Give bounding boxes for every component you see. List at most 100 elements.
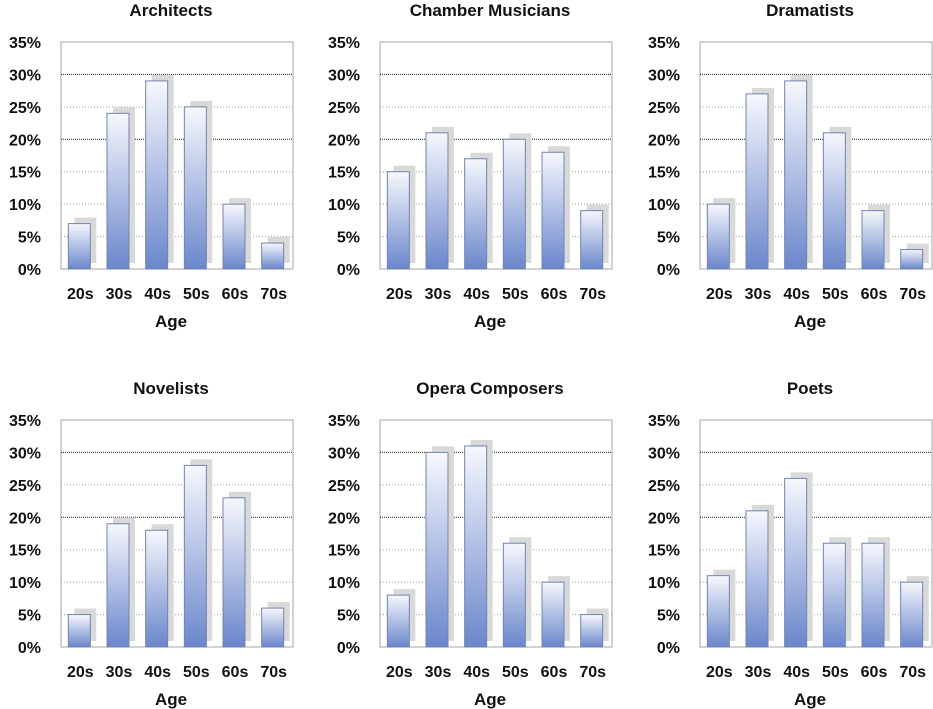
x-tick-label: 60s (861, 286, 888, 303)
x-tick-label: 60s (541, 664, 568, 681)
plot-area (60, 41, 294, 270)
y-tick-label: 20% (9, 132, 41, 149)
bar (900, 249, 924, 270)
chart-panel: 0% 5% 10% 15% 20% 25% 30% 35% 20s 30s 40s 50s 60s 70s… (648, 379, 933, 709)
y-tick-label: 20% (328, 132, 360, 149)
y-tick-label: 15% (328, 165, 360, 182)
y-tick-label: 25% (9, 478, 41, 495)
bar (706, 203, 730, 270)
y-tick-label: 15% (9, 165, 41, 182)
chart-title: Poets (787, 379, 833, 398)
y-tick-label: 0% (18, 262, 41, 279)
chart-title: Dramatists (766, 1, 854, 20)
x-tick-label: 70s (579, 286, 606, 303)
bar (541, 581, 565, 648)
x-axis-title: Age (794, 690, 826, 709)
plot-area (699, 419, 933, 648)
x-tick-label: 60s (222, 664, 249, 681)
y-tick-label: 30% (648, 445, 680, 462)
bar (106, 112, 130, 270)
chart-panel: 0% 5% 10% 15% 20% 25% 30% 35% 20s 30s 40s 50s 60s 70s… (9, 379, 294, 709)
bar (183, 464, 207, 648)
y-tick-label: 15% (648, 543, 680, 560)
bar (822, 542, 846, 648)
x-tick-label: 30s (425, 664, 452, 681)
x-axis-title: Age (155, 312, 187, 331)
plot-area (379, 41, 613, 270)
y-tick-label: 5% (18, 230, 41, 247)
bar (67, 223, 91, 270)
y-tick-label: 20% (648, 132, 680, 149)
y-tick-label: 0% (18, 640, 41, 657)
y-tick-label: 15% (328, 543, 360, 560)
x-tick-label: 70s (260, 286, 287, 303)
bar (745, 510, 769, 648)
y-tick-label: 35% (648, 413, 680, 430)
bar (67, 614, 91, 648)
bar (425, 451, 449, 648)
y-tick-label: 35% (648, 35, 680, 52)
x-tick-label: 20s (386, 286, 413, 303)
x-tick-label: 30s (425, 286, 452, 303)
bar (580, 210, 604, 270)
y-tick-label: 30% (648, 67, 680, 84)
x-tick-label: 30s (745, 664, 772, 681)
y-tick-label: 5% (657, 230, 680, 247)
chart-title: Opera Composers (416, 379, 563, 398)
y-tick-label: 20% (9, 510, 41, 527)
bar (861, 542, 885, 648)
chart-panel: 0% 5% 10% 15% 20% 25% 30% 35% 20s 30s 40s 50s 60s 70s… (648, 1, 933, 331)
bar (541, 151, 565, 270)
y-tick-label: 5% (337, 608, 360, 625)
x-tick-label: 20s (67, 664, 94, 681)
plot-area (699, 41, 933, 270)
x-tick-label: 50s (502, 664, 529, 681)
bar (386, 594, 410, 648)
y-tick-label: 0% (657, 262, 680, 279)
y-tick-label: 30% (328, 67, 360, 84)
y-tick-label: 35% (9, 413, 41, 430)
x-tick-label: 20s (706, 286, 733, 303)
y-tick-label: 0% (657, 640, 680, 657)
bar (900, 581, 924, 648)
y-tick-label: 30% (9, 445, 41, 462)
x-axis-title: Age (155, 690, 187, 709)
y-tick-label: 15% (648, 165, 680, 182)
bar (784, 80, 808, 270)
y-tick-label: 30% (9, 67, 41, 84)
bar (106, 523, 130, 648)
y-tick-label: 15% (9, 543, 41, 560)
y-tick-label: 0% (337, 262, 360, 279)
bar (580, 614, 604, 648)
chart-panel: 0% 5% 10% 15% 20% 25% 30% 35% 20s 30s 40s 50s 60s 70s… (9, 1, 294, 331)
x-tick-label: 50s (822, 286, 849, 303)
x-tick-label: 70s (899, 664, 926, 681)
chart-title: Chamber Musicians (410, 1, 571, 20)
x-tick-label: 20s (67, 286, 94, 303)
x-tick-label: 20s (706, 664, 733, 681)
y-tick-label: 10% (648, 197, 680, 214)
bar (706, 575, 730, 648)
bar (502, 138, 526, 270)
plot-area (60, 419, 294, 648)
x-axis-title: Age (474, 690, 506, 709)
y-tick-label: 5% (337, 230, 360, 247)
y-tick-label: 10% (328, 575, 360, 592)
x-tick-label: 60s (861, 664, 888, 681)
chart-title: Novelists (133, 379, 209, 398)
bar (822, 132, 846, 270)
y-tick-label: 5% (18, 608, 41, 625)
x-tick-label: 30s (106, 286, 133, 303)
bar (464, 445, 488, 648)
x-tick-label: 60s (222, 286, 249, 303)
y-tick-label: 20% (328, 510, 360, 527)
x-tick-label: 30s (106, 664, 133, 681)
x-tick-label: 70s (899, 286, 926, 303)
chart-panel: 0% 5% 10% 15% 20% 25% 30% 35% 20s 30s 40s 50s 60s 70s… (328, 1, 613, 331)
y-tick-label: 25% (648, 478, 680, 495)
x-tick-label: 70s (260, 664, 287, 681)
y-tick-label: 10% (9, 575, 41, 592)
y-tick-label: 10% (328, 197, 360, 214)
y-tick-label: 0% (337, 640, 360, 657)
